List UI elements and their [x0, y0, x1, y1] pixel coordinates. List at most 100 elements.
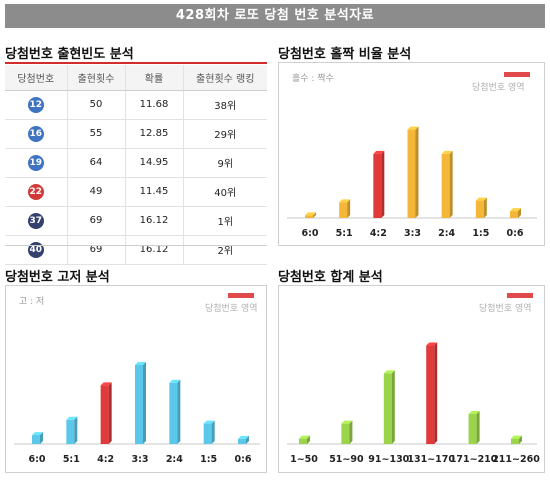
bar-side: [74, 416, 78, 444]
oddeven-chart-panel: 홀수 : 짝수 당첨번호 영역 6:0 5:1 4:2 3:3 2:4 1:5 0:6: [278, 62, 545, 246]
bar-top: [169, 379, 181, 383]
x-tick-label: 4:2: [370, 228, 387, 239]
bar-5:1: [339, 199, 351, 218]
x-tick-label: 91~130: [368, 454, 409, 465]
bar-1:5: [475, 197, 487, 218]
bar-91~130: [383, 370, 395, 444]
x-tick-label: 2:4: [166, 454, 183, 465]
sum-chart-panel: 당첨번호 영역 1~50 51~90 91~130 131~170 171~210 211…: [278, 285, 545, 473]
count-cell: 64: [66, 148, 125, 178]
bar-3:3: [135, 361, 146, 444]
table-row: 22 49 11.45 40위: [5, 177, 267, 207]
lotto-ball: 12: [27, 96, 44, 113]
bar-side: [347, 199, 351, 218]
x-tick-label: 0:6: [506, 228, 523, 239]
freq-table-section: 당첨번호 출현횟수 확률 출현횟수 랭킹 12 50 11.68 38위 16 55 12.…: [5, 62, 267, 265]
bar-front: [426, 345, 435, 444]
number-cell: 22: [5, 177, 67, 207]
legend-swatch: [507, 293, 533, 298]
x-tick-label: 3:3: [131, 454, 148, 465]
x-tick-label: 4:2: [97, 454, 114, 465]
table-row: 12 50 11.68 38위: [5, 90, 267, 120]
bar-top: [203, 420, 215, 424]
legend-label: 당첨번호 영역: [472, 83, 525, 93]
count-cell: 69: [66, 235, 125, 265]
bar-side: [177, 379, 181, 444]
bar-top: [510, 208, 521, 212]
bar-1~50: [299, 435, 310, 444]
x-tick-label: 6:0: [28, 454, 45, 465]
rank-cell: 38위: [182, 90, 267, 120]
x-tick-label: 131~170: [407, 454, 455, 465]
bar-top: [32, 432, 43, 436]
count-cell: 55: [66, 119, 125, 149]
count-cell: 69: [66, 206, 125, 236]
oddeven-bar-chart: 6:0 5:1 4:2 3:3 2:4 1:5 0:6: [287, 126, 537, 239]
column-header: 출현횟수: [66, 65, 125, 91]
bar-top: [341, 420, 353, 424]
highlow-chart-panel: 고 : 저 당첨번호 영역 6:0 5:1 4:2 3:3 2:4 1:5 0:6: [5, 285, 267, 473]
bar-top: [238, 435, 249, 439]
bar-side: [391, 370, 395, 444]
lotto-ball: 19: [27, 154, 44, 171]
lotto-ball: 22: [27, 183, 44, 200]
bar-front: [407, 129, 416, 218]
probability-cell: 11.68: [124, 90, 183, 120]
x-tick-label: 171~210: [450, 454, 498, 465]
column-header: 당첨번호: [5, 65, 67, 91]
bar-side: [483, 197, 487, 218]
x-tick-label: 1~50: [290, 454, 318, 465]
bar-top: [407, 126, 419, 130]
bar-side: [518, 208, 521, 218]
legend-label: 당첨번호 영역: [479, 304, 532, 314]
probability-cell: 12.85: [124, 119, 183, 149]
bar-131~170: [426, 342, 438, 444]
bar-6:0: [32, 432, 43, 444]
table-row: 37 69 16.12 1위: [5, 206, 267, 236]
bar-0:6: [238, 435, 249, 444]
bar-side: [449, 150, 453, 218]
table-header-row: 당첨번호 출현횟수 확률 출현횟수 랭킹: [5, 65, 267, 91]
bar-front: [341, 423, 350, 444]
bar-0:6: [510, 208, 521, 218]
number-cell: 12: [5, 90, 67, 120]
rank-cell: 40위: [182, 177, 267, 207]
bar-top: [511, 435, 522, 439]
bar-front: [135, 364, 143, 444]
report-banner: 428회차 로또 당첨 번호 분석자료: [5, 4, 545, 28]
table-row: 16 55 12.85 29위: [5, 119, 267, 149]
bar-side: [307, 435, 310, 444]
probability-cell: 14.95: [124, 148, 183, 178]
number-cell: 37: [5, 206, 67, 236]
x-tick-label: 6:0: [301, 228, 318, 239]
table-row: 19 64 14.95 9위: [5, 148, 267, 178]
number-cell: 19: [5, 148, 67, 178]
bar-top: [468, 411, 480, 415]
bar-front: [475, 200, 484, 218]
bar-front: [383, 373, 392, 444]
rank-cell: 29위: [182, 119, 267, 149]
bar-front: [203, 423, 212, 444]
bar-top: [66, 416, 78, 420]
lotto-ball: 40: [27, 241, 44, 258]
section-rule: [5, 62, 267, 64]
rank-cell: 9위: [182, 148, 267, 178]
bar-front: [32, 435, 40, 444]
probability-cell: 16.12: [124, 235, 183, 265]
bar-front: [511, 438, 519, 444]
x-tick-label: 51~90: [329, 454, 364, 465]
bar-3:3: [407, 126, 419, 218]
bar-side: [434, 342, 438, 444]
bar-2:4: [441, 150, 453, 218]
bar-side: [476, 411, 480, 444]
bar-1:5: [203, 420, 215, 444]
count-cell: 50: [66, 90, 125, 120]
bar-side: [349, 420, 353, 444]
bar-top: [299, 435, 310, 439]
bar-side: [211, 420, 215, 444]
bar-side: [143, 361, 146, 444]
freq-table-body: 12 50 11.68 38위 16 55 12.85 29위 19 64 14.95 9위 22 49 1…: [5, 90, 267, 265]
oddeven-axis-note: 홀수 : 짝수: [292, 74, 334, 84]
x-tick-label: 5:1: [336, 228, 353, 239]
x-tick-label: 211~260: [492, 454, 540, 465]
